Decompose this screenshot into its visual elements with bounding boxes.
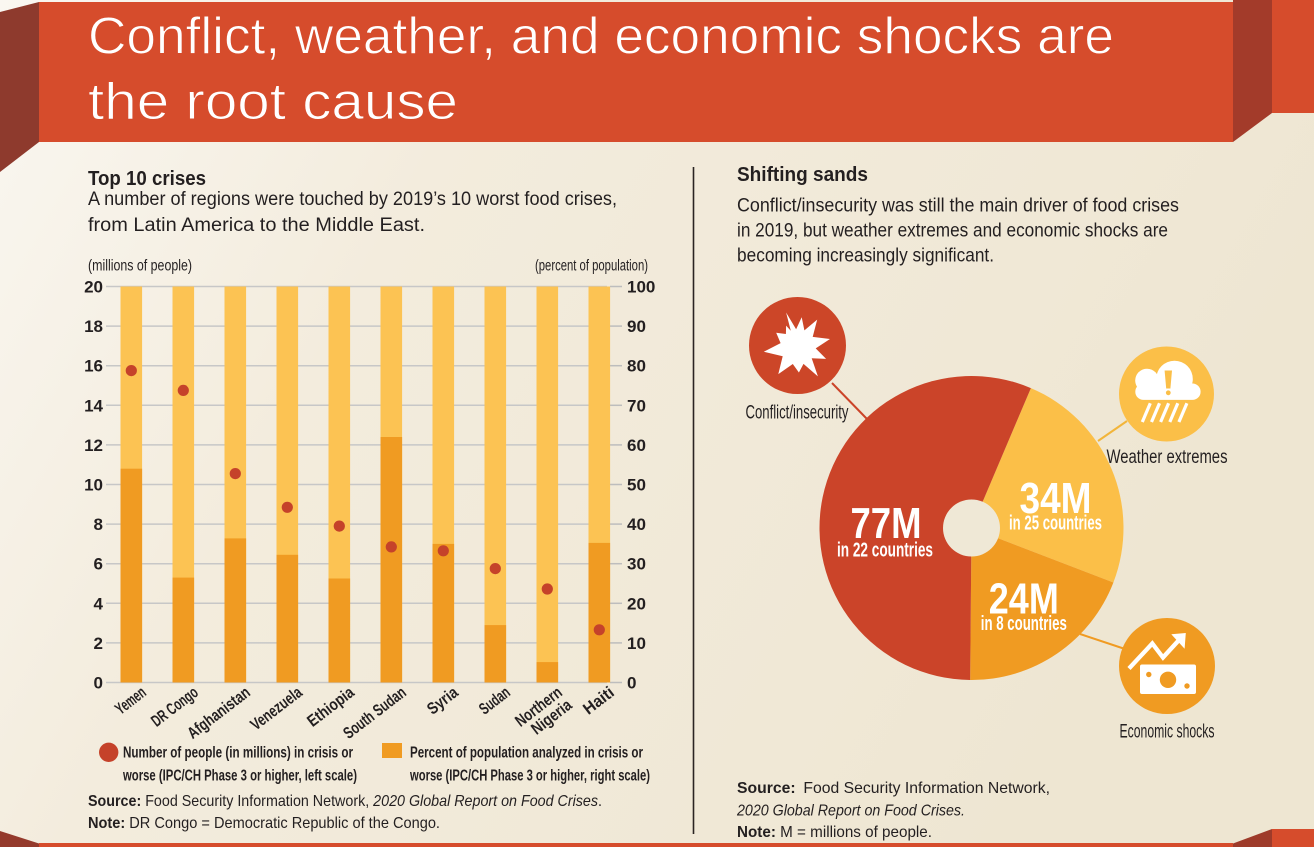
svg-text:4: 4 — [94, 594, 104, 613]
svg-text:in 25 countries: in 25 countries — [1009, 513, 1102, 535]
svg-text:(millions of people): (millions of people) — [88, 258, 192, 275]
svg-text:10: 10 — [627, 634, 646, 653]
svg-text:12: 12 — [84, 436, 103, 455]
svg-text:Source: Food Security Informat: Source: Food Security Information Networ… — [737, 780, 1050, 797]
svg-text:70: 70 — [627, 396, 646, 415]
svg-text:Conflict, weather, and economi: Conflict, weather, and economic shocks a… — [88, 8, 1114, 66]
svg-text:from Latin America to the Midd: from Latin America to the Middle East. — [88, 215, 425, 236]
svg-text:Conflict/insecurity was still: Conflict/insecurity was still the main d… — [737, 195, 1179, 217]
svg-text:in 8 countries: in 8 countries — [981, 613, 1067, 635]
svg-text:0: 0 — [627, 674, 636, 693]
svg-text:30: 30 — [627, 555, 646, 574]
svg-text:100: 100 — [627, 278, 655, 297]
svg-text:Top 10 crises: Top 10 crises — [88, 168, 206, 190]
svg-text:Shifting sands: Shifting sands — [737, 164, 868, 186]
svg-text:2020 Global Report on Food Cri: 2020 Global Report on Food Crises. — [736, 803, 965, 820]
svg-text:20: 20 — [627, 594, 646, 613]
svg-text:20: 20 — [84, 278, 103, 297]
svg-text:Percent of population analyzed: Percent of population analyzed in crisis… — [410, 745, 643, 762]
svg-text:80: 80 — [627, 357, 646, 376]
svg-text:Number of people (in millions): Number of people (in millions) in crisis… — [123, 745, 353, 762]
svg-text:40: 40 — [627, 515, 646, 534]
svg-text:(percent of population): (percent of population) — [535, 258, 648, 275]
svg-text:becoming increasingly signific: becoming increasingly significant. — [737, 245, 994, 267]
svg-text:Note: M = millions of people.: Note: M = millions of people. — [737, 824, 932, 841]
svg-text:16: 16 — [84, 357, 103, 376]
svg-text:in 22 countries: in 22 countries — [837, 540, 933, 562]
svg-text:Economic shocks: Economic shocks — [1120, 722, 1215, 743]
svg-text:6: 6 — [94, 555, 103, 574]
svg-text:Source: Food Security Informat: Source: Food Security Information Networ… — [88, 793, 602, 810]
svg-text:50: 50 — [627, 476, 646, 495]
svg-text:8: 8 — [94, 515, 103, 534]
svg-text:Conflict/insecurity: Conflict/insecurity — [746, 403, 849, 424]
svg-text:34M: 34M — [1020, 474, 1092, 523]
svg-text:2: 2 — [94, 634, 103, 653]
svg-text:90: 90 — [627, 317, 646, 336]
svg-text:Note: DR Congo = Democratic Re: Note: DR Congo = Democratic Republic of … — [88, 815, 440, 832]
svg-text:10: 10 — [84, 476, 103, 495]
svg-text:77M: 77M — [851, 499, 922, 548]
svg-text:60: 60 — [627, 436, 646, 455]
svg-text:18: 18 — [84, 317, 103, 336]
svg-text:worse (IPC/CH Phase 3 or highe: worse (IPC/CH Phase 3 or higher, left sc… — [122, 768, 357, 785]
svg-text:24M: 24M — [989, 575, 1059, 624]
svg-text:in 2019, but weather extremes: in 2019, but weather extremes and econom… — [737, 220, 1168, 242]
svg-text:0: 0 — [94, 674, 103, 693]
svg-text:Weather extremes: Weather extremes — [1107, 447, 1228, 468]
svg-text:A number of regions were touch: A number of regions were touched by 2019… — [88, 189, 617, 210]
svg-text:14: 14 — [84, 396, 103, 415]
svg-text:the root cause: the root cause — [88, 73, 458, 131]
svg-text:worse (IPC/CH Phase 3 or highe: worse (IPC/CH Phase 3 or higher, right s… — [409, 768, 650, 785]
